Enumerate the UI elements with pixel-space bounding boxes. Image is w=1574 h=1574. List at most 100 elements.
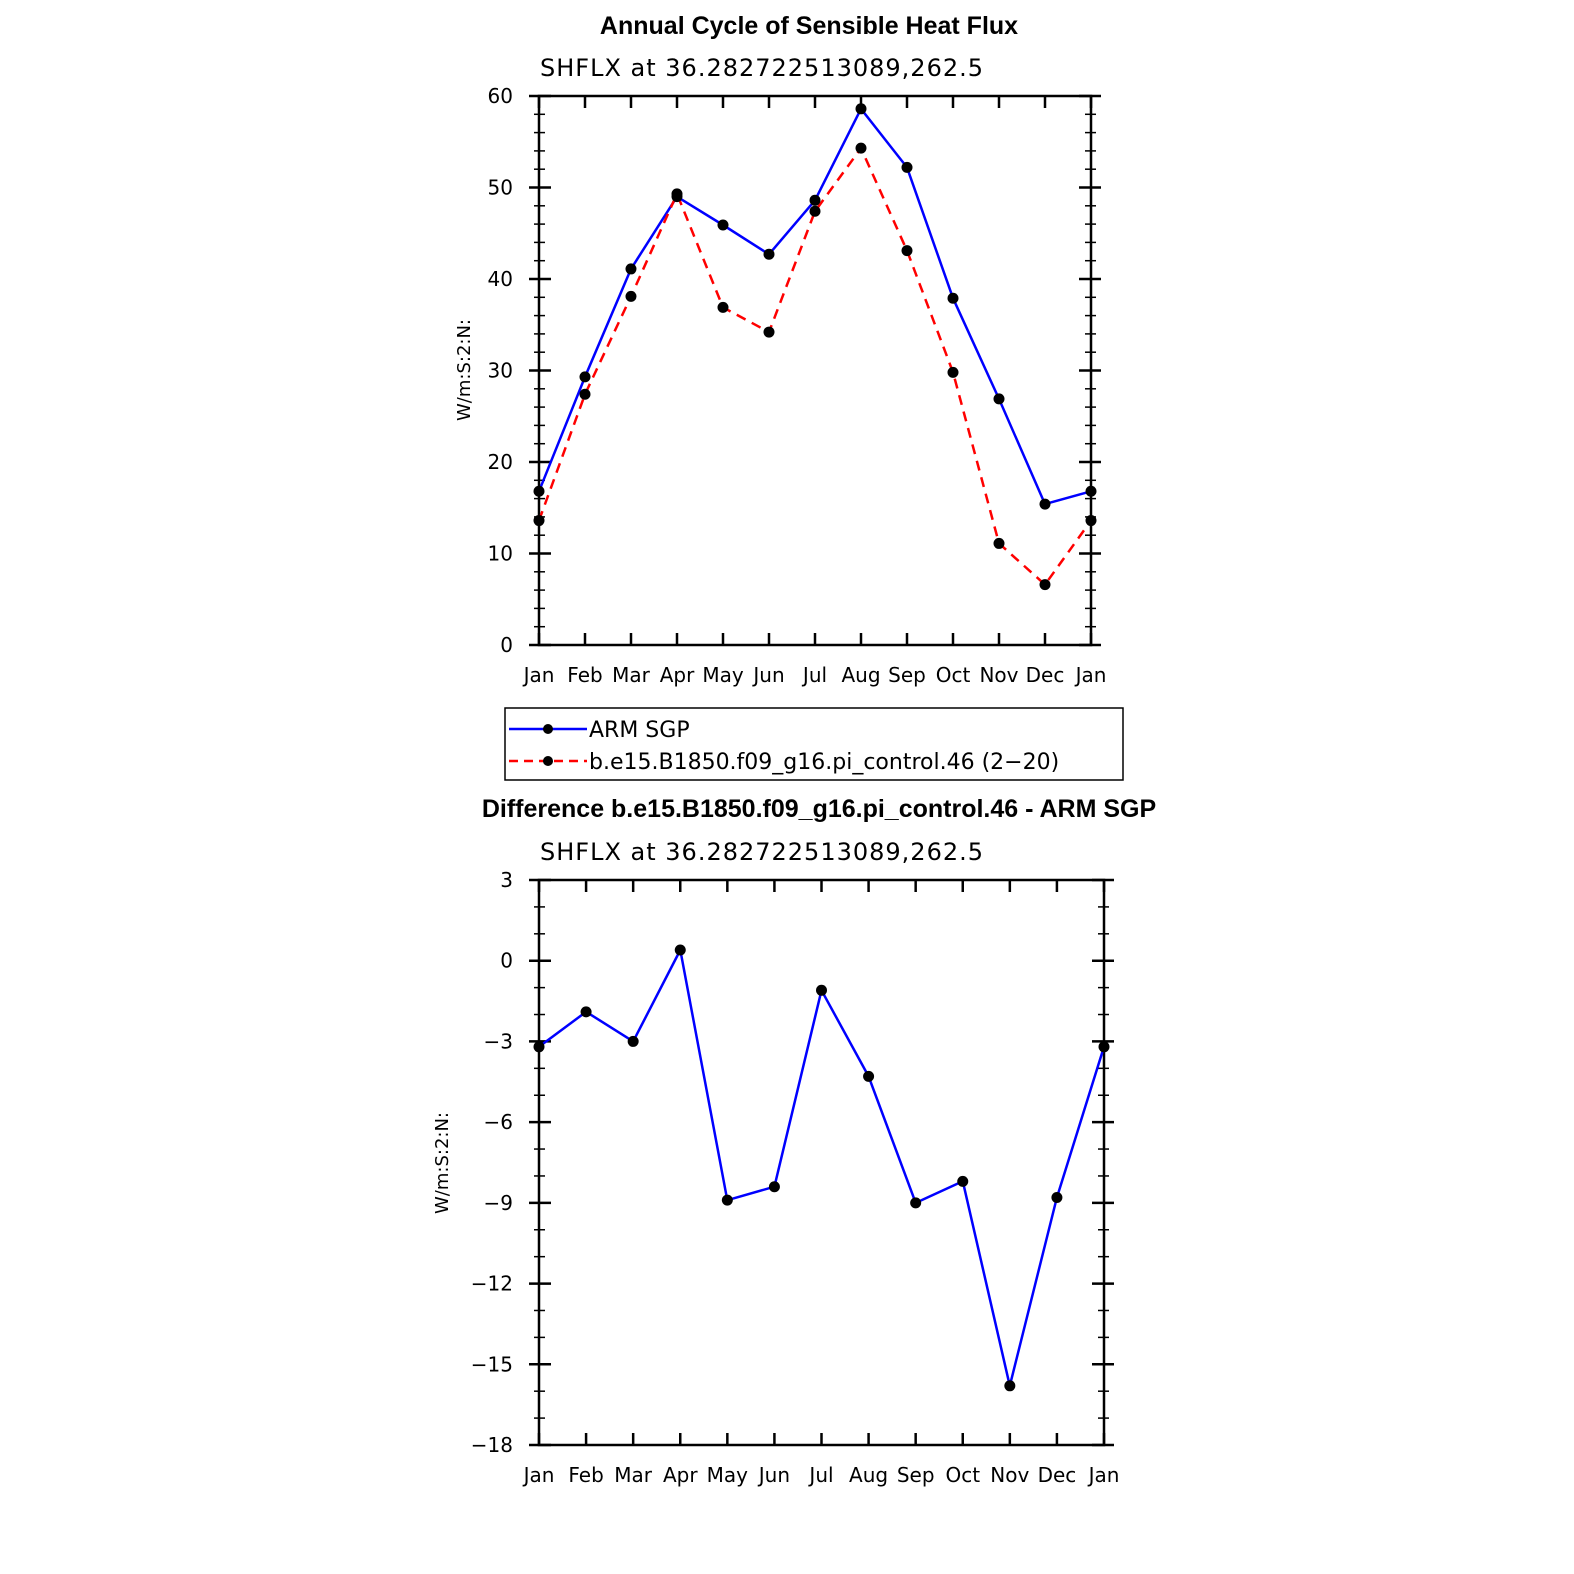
series-group bbox=[533, 944, 1110, 1392]
data-point-series-1-8 bbox=[901, 245, 913, 257]
x-tick-label: Jul bbox=[801, 663, 827, 687]
x-tick-label: Jan bbox=[522, 663, 555, 687]
data-point-series-1-5 bbox=[763, 326, 775, 338]
data-point-series-1-6 bbox=[809, 205, 821, 217]
legend-label-model: b.e15.B1850.f09_g16.pi_control.46 (2−20) bbox=[589, 750, 1059, 775]
x-tick-label: Jan bbox=[1087, 1463, 1120, 1487]
x-tick-label: Dec bbox=[1038, 1463, 1077, 1487]
x-tick-labels: Jan Feb Mar Apr May Jun Jul Aug Sep Oct Nov Dec Jan bbox=[522, 1463, 1120, 1487]
data-point-series-1-7 bbox=[855, 142, 867, 154]
data-point-series-0-2 bbox=[627, 1035, 639, 1047]
x-tick-label: Dec bbox=[1026, 663, 1065, 687]
x-tick-label: Mar bbox=[614, 1463, 653, 1487]
y-axis-label: W/m:S:2:N: bbox=[432, 1112, 453, 1214]
data-point-series-1-2 bbox=[625, 290, 637, 302]
x-tick-label: Oct bbox=[945, 1463, 980, 1487]
data-point-series-1-11 bbox=[1039, 579, 1051, 591]
data-point-series-0-10 bbox=[993, 393, 1005, 405]
chart-title: Difference b.e15.B1850.f09_g16.pi_contro… bbox=[482, 795, 1156, 823]
data-point-series-0-1 bbox=[579, 371, 591, 383]
data-point-series-1-3 bbox=[671, 188, 683, 200]
legend: ARM SGP b.e15.B1850.f09_g16.pi_control.4… bbox=[504, 707, 1124, 781]
data-point-series-0-7 bbox=[855, 103, 867, 115]
data-point-series-0-11 bbox=[1051, 1191, 1063, 1203]
data-point-series-0-4 bbox=[721, 1194, 733, 1206]
y-tick-labels: 0 10 20 30 40 50 60 bbox=[488, 84, 513, 657]
tick-marks bbox=[529, 94, 1101, 647]
x-tick-label: Apr bbox=[663, 1463, 698, 1487]
x-tick-label: Feb bbox=[568, 1463, 603, 1487]
x-tick-label: May bbox=[707, 1463, 749, 1487]
y-tick-label: −12 bbox=[471, 1272, 513, 1296]
data-point-series-0-9 bbox=[957, 1175, 969, 1187]
x-tick-label: Mar bbox=[612, 663, 651, 687]
legend-marker-model bbox=[543, 756, 553, 766]
y-tick-labels: −18 −15 −12 −9 −6 −3 0 3 bbox=[471, 868, 513, 1457]
x-tick-label: Sep bbox=[888, 663, 926, 687]
y-tick-label: 0 bbox=[500, 633, 513, 657]
x-tick-label: Sep bbox=[897, 1463, 935, 1487]
x-tick-label: Aug bbox=[841, 663, 880, 687]
y-tick-label: −9 bbox=[484, 1191, 513, 1215]
data-point-series-0-7 bbox=[863, 1070, 875, 1082]
series-line-0 bbox=[538, 948, 1106, 1388]
chart-title: Annual Cycle of Sensible Heat Flux bbox=[600, 12, 1018, 40]
legend-label-arm-sgp: ARM SGP bbox=[589, 718, 690, 743]
plot-frame bbox=[537, 94, 1093, 647]
x-tick-label: Jan bbox=[522, 1463, 555, 1487]
y-tick-label: 3 bbox=[500, 868, 513, 892]
y-tick-label: −6 bbox=[484, 1110, 513, 1134]
chart-difference: Difference b.e15.B1850.f09_g16.pi_contro… bbox=[432, 795, 1156, 1487]
data-point-series-0-2 bbox=[625, 263, 637, 275]
data-point-series-1-0 bbox=[533, 515, 545, 527]
data-point-series-0-0 bbox=[533, 1041, 545, 1053]
y-tick-label: 20 bbox=[488, 450, 513, 474]
x-tick-label: Apr bbox=[660, 663, 695, 687]
chart-subtitle: SHFLX at 36.282722513089,262.5 bbox=[540, 54, 984, 82]
data-point-series-1-4 bbox=[717, 301, 729, 313]
data-point-series-0-5 bbox=[768, 1181, 780, 1193]
data-point-series-0-5 bbox=[763, 248, 775, 260]
series-line-0 bbox=[537, 107, 1092, 506]
data-point-series-0-6 bbox=[809, 194, 821, 206]
chart-subtitle: SHFLX at 36.282722513089,262.5 bbox=[540, 838, 984, 866]
tick-marks bbox=[529, 878, 1114, 1447]
x-tick-label: Jul bbox=[807, 1463, 833, 1487]
data-point-series-0-0 bbox=[533, 485, 545, 497]
data-point-series-0-11 bbox=[1039, 498, 1051, 510]
legend-box bbox=[504, 707, 1124, 781]
data-point-series-1-12 bbox=[1085, 515, 1097, 527]
data-point-series-0-8 bbox=[901, 161, 913, 173]
x-tick-label: Jun bbox=[757, 1463, 790, 1487]
data-point-series-0-12 bbox=[1098, 1041, 1110, 1053]
series-group bbox=[533, 103, 1097, 591]
y-tick-label: −3 bbox=[484, 1029, 513, 1053]
x-tick-label: Aug bbox=[849, 1463, 888, 1487]
y-tick-label: 40 bbox=[488, 267, 513, 291]
data-point-series-0-10 bbox=[1004, 1380, 1016, 1392]
data-point-series-1-9 bbox=[947, 366, 959, 378]
chart-annual-cycle: Annual Cycle of Sensible Heat Flux SHFLX… bbox=[454, 12, 1124, 781]
data-point-series-0-12 bbox=[1085, 485, 1097, 497]
data-point-series-0-3 bbox=[674, 944, 686, 956]
y-axis-label: W/m:S:2:N: bbox=[454, 319, 475, 421]
y-tick-label: −15 bbox=[471, 1352, 513, 1376]
x-tick-label: Nov bbox=[979, 663, 1018, 687]
y-tick-label: −18 bbox=[471, 1433, 513, 1457]
data-point-series-0-8 bbox=[910, 1197, 922, 1209]
x-tick-label: Oct bbox=[936, 663, 971, 687]
y-tick-label: 10 bbox=[488, 542, 513, 566]
data-point-series-0-9 bbox=[947, 292, 959, 304]
y-tick-label: 60 bbox=[488, 84, 513, 108]
data-point-series-0-6 bbox=[816, 984, 827, 996]
y-tick-label: 30 bbox=[488, 359, 513, 383]
x-tick-label: Feb bbox=[567, 663, 602, 687]
x-tick-label: May bbox=[702, 663, 744, 687]
x-tick-label: Jun bbox=[751, 663, 784, 687]
data-point-series-0-1 bbox=[580, 1006, 592, 1018]
data-point-series-1-10 bbox=[993, 537, 1005, 549]
plot-frame bbox=[537, 878, 1106, 1447]
x-tick-label: Nov bbox=[990, 1463, 1029, 1487]
y-tick-label: 0 bbox=[500, 949, 513, 973]
